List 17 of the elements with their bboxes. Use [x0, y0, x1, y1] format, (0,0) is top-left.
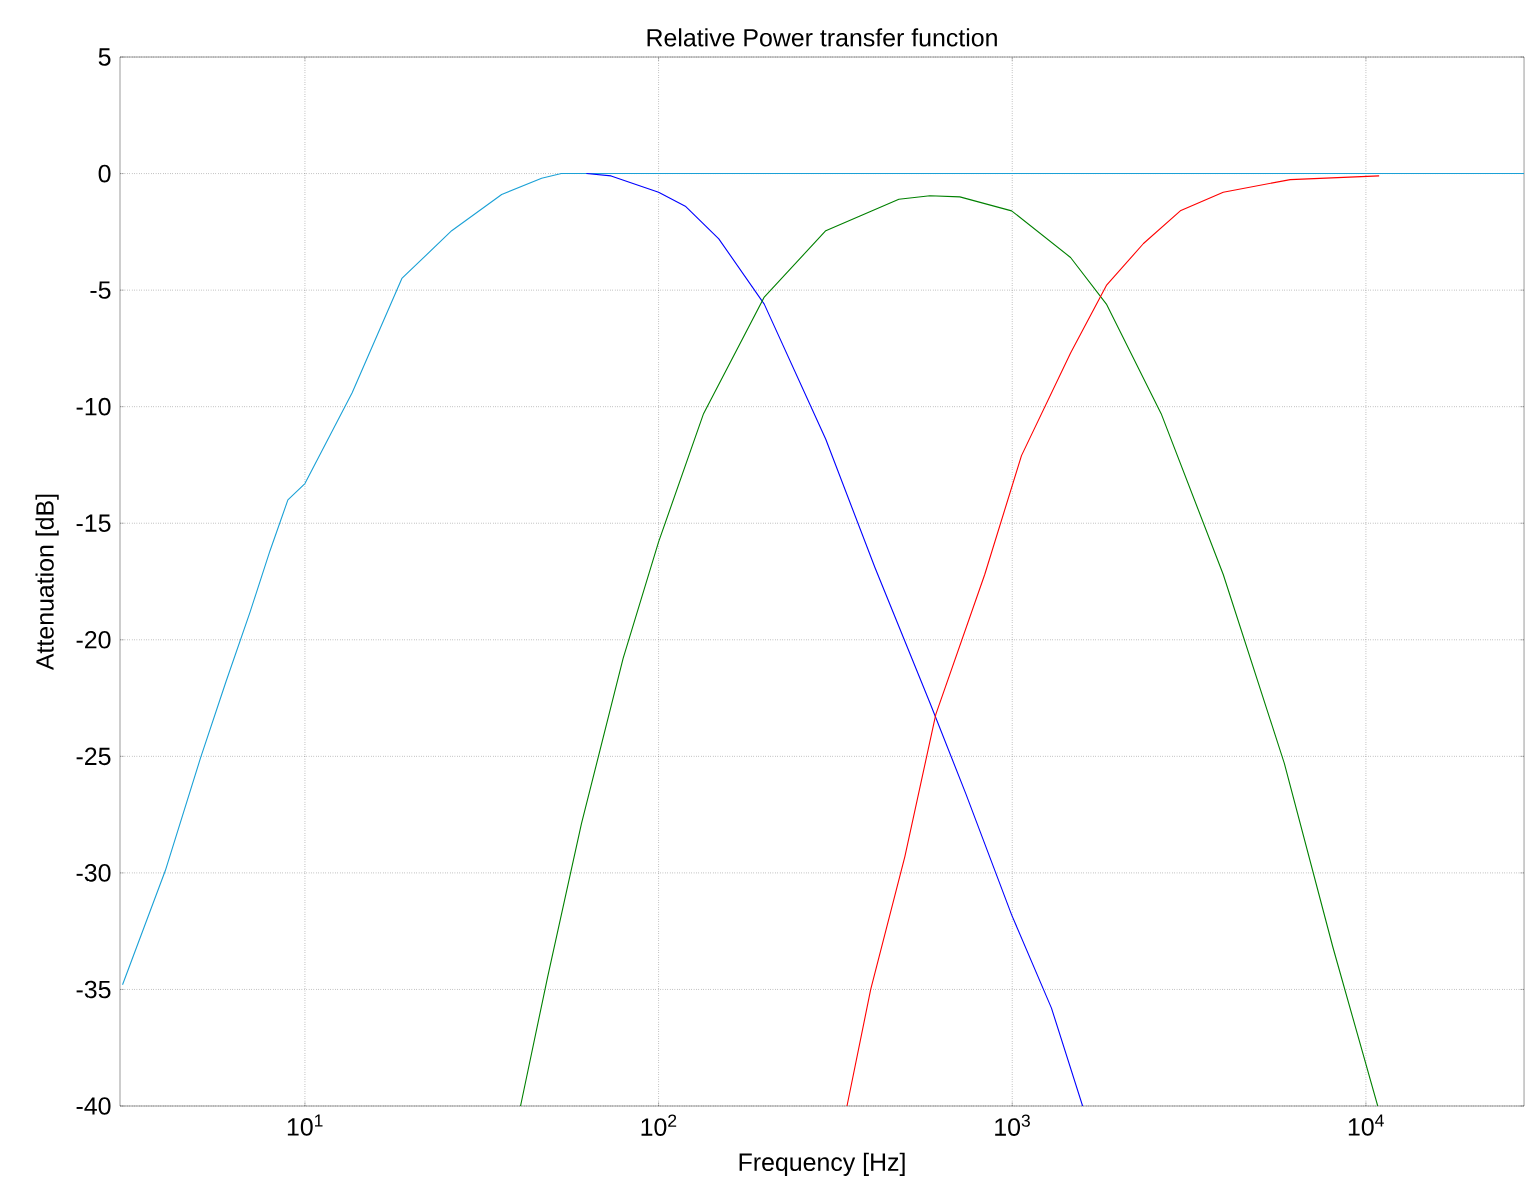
y-tick-label: 5 — [98, 48, 111, 66]
y-tick-label: -40 — [76, 1097, 111, 1115]
y-tick-label: -5 — [90, 281, 111, 299]
x-tick-label: 10$^{3}$ — [995, 1114, 1030, 1136]
y-tick-label: -35 — [76, 980, 111, 999]
chart-title: Relative Power transfer function — [647, 28, 997, 47]
x-tick-label: 10$^{1}$ — [287, 1114, 323, 1136]
y-tick-label: -15 — [76, 514, 111, 532]
y-tick-label: -10 — [76, 397, 111, 416]
y-tick-label: -30 — [76, 864, 111, 882]
y-axis-title: Attenuation [dB] — [35, 494, 59, 671]
x-axis-title: Frequency [Hz] — [739, 1152, 905, 1176]
x-tick-label: 10$^{2}$ — [641, 1114, 677, 1136]
x-tick-label: 10$^{4}$ — [1348, 1114, 1384, 1136]
y-tick-label: 0 — [98, 164, 111, 183]
y-tick-label: -20 — [76, 630, 111, 649]
y-tick-label: -25 — [76, 747, 111, 766]
